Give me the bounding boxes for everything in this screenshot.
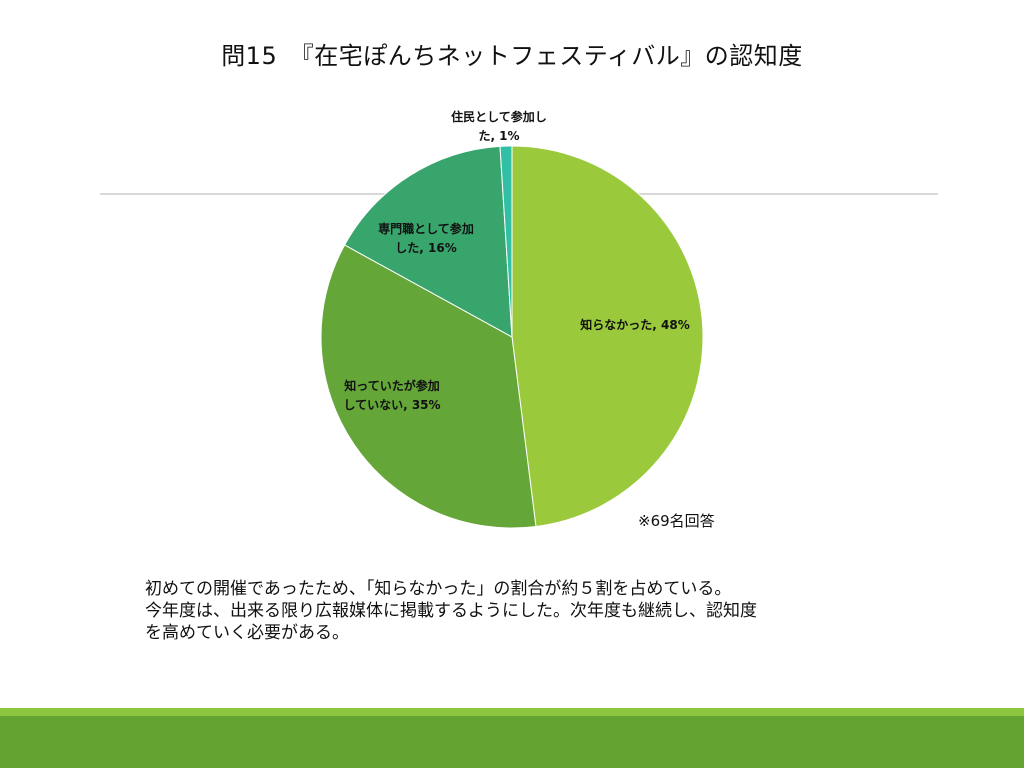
summary-line-2: 今年度は、出来る限り広報媒体に掲載するようにした。次年度も継続し、認知度 (145, 601, 757, 621)
slice-label-3-line-1: 専門職として参加 (378, 221, 474, 236)
pie-slice-3 (343, 145, 513, 338)
slice-label-1: 知らなかった, 48% (579, 317, 689, 332)
response-count-note: ※69名回答 (638, 512, 715, 530)
slice-label-4: 住民として参加した, 1% (451, 109, 547, 143)
slice-label-3-line-2: した, 16% (395, 241, 456, 255)
pie-slice-4 (499, 145, 513, 338)
slice-label-4-line-2: た, 1% (478, 129, 519, 143)
page-title: 問15 『在宅ぽんちネットフェスティバル』の認知度 (221, 42, 803, 70)
summary-line-3: を高めていく必要がある。 (145, 623, 349, 643)
slice-label-3: 専門職として参加した, 16% (378, 221, 474, 255)
footer-accent-bar (0, 708, 1024, 716)
slice-label-2-line-1: 知っていたが参加 (343, 378, 439, 393)
summary-line-1: 初めての開催であったため、「知らなかった」の割合が約５割を占めている。 (145, 579, 732, 599)
slice-label-1-line-1: 知らなかった, 48% (579, 317, 689, 332)
pie-slice-2 (320, 244, 537, 529)
slice-label-4-line-1: 住民として参加し (451, 109, 547, 124)
footer-bar (0, 716, 1024, 768)
pie-slice-1 (511, 145, 704, 528)
slice-label-2: 知っていたが参加していない, 35% (343, 378, 440, 412)
summary-text: 初めての開催であったため、「知らなかった」の割合が約５割を占めている。 今年度は… (145, 578, 905, 644)
pie-labels: 知らなかった, 48% 知っていたが参加していない, 35% 専門職として参加した,… (343, 109, 689, 412)
pie-slices (320, 145, 704, 529)
slice-label-2-line-2: していない, 35% (343, 398, 440, 412)
